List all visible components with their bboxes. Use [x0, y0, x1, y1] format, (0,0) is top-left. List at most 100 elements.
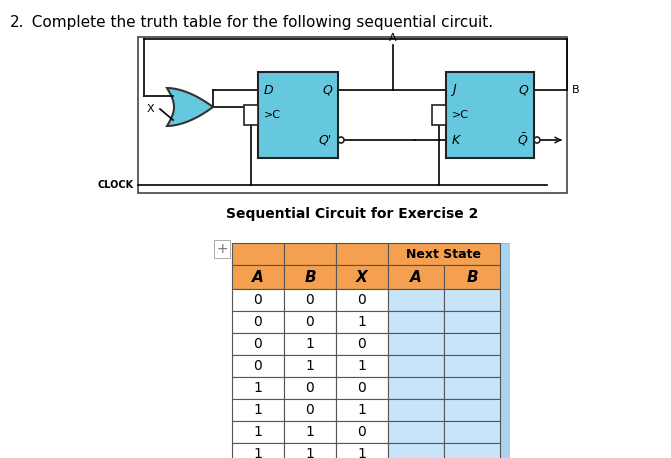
- Text: >C: >C: [264, 110, 281, 120]
- Bar: [444, 265, 500, 289]
- Text: 1: 1: [358, 315, 366, 329]
- Bar: [388, 265, 444, 289]
- Text: 0: 0: [254, 315, 262, 329]
- Bar: [232, 443, 284, 458]
- Bar: [244, 105, 258, 125]
- Bar: [388, 377, 444, 399]
- Bar: [232, 355, 284, 377]
- Text: X: X: [356, 269, 368, 284]
- Text: A: A: [410, 269, 422, 284]
- Bar: [232, 377, 284, 399]
- Text: 0: 0: [358, 337, 366, 351]
- Circle shape: [338, 137, 344, 143]
- Bar: [284, 311, 336, 333]
- Text: Complete the truth table for the following sequential circuit.: Complete the truth table for the followi…: [22, 15, 493, 30]
- Bar: [388, 443, 444, 458]
- Bar: [388, 355, 444, 377]
- Text: 1: 1: [358, 403, 366, 417]
- Text: 1: 1: [305, 425, 315, 439]
- Bar: [500, 243, 509, 458]
- Bar: [446, 72, 534, 158]
- Bar: [444, 311, 500, 333]
- Text: 1: 1: [305, 337, 315, 351]
- Text: 1: 1: [358, 359, 366, 373]
- Text: A: A: [389, 33, 397, 43]
- Bar: [388, 243, 500, 265]
- Bar: [336, 399, 388, 421]
- Bar: [444, 377, 500, 399]
- Bar: [444, 355, 500, 377]
- Bar: [336, 421, 388, 443]
- Text: CLOCK: CLOCK: [98, 180, 134, 190]
- Text: 0: 0: [305, 381, 315, 395]
- Text: 0: 0: [358, 381, 366, 395]
- Bar: [284, 333, 336, 355]
- Bar: [232, 333, 284, 355]
- Bar: [232, 311, 284, 333]
- Text: A: A: [252, 269, 264, 284]
- Text: J: J: [452, 83, 456, 97]
- Bar: [284, 355, 336, 377]
- Text: +: +: [216, 242, 228, 256]
- Text: 0: 0: [254, 359, 262, 373]
- Bar: [388, 289, 444, 311]
- Text: 1: 1: [305, 447, 315, 458]
- Text: Sequential Circuit for Exercise 2: Sequential Circuit for Exercise 2: [226, 207, 478, 221]
- Text: 1: 1: [254, 447, 262, 458]
- Bar: [444, 333, 500, 355]
- Bar: [336, 311, 388, 333]
- Bar: [284, 265, 336, 289]
- Text: 0: 0: [254, 337, 262, 351]
- Bar: [232, 399, 284, 421]
- Polygon shape: [167, 88, 213, 126]
- Text: B: B: [466, 269, 478, 284]
- Bar: [232, 265, 284, 289]
- Text: 1: 1: [254, 425, 262, 439]
- Text: B: B: [572, 85, 580, 95]
- Bar: [336, 333, 388, 355]
- Text: Q: Q: [322, 83, 332, 97]
- Bar: [444, 399, 500, 421]
- Bar: [284, 289, 336, 311]
- Text: 1: 1: [358, 447, 366, 458]
- Bar: [284, 377, 336, 399]
- Circle shape: [534, 137, 540, 143]
- Text: 0: 0: [305, 293, 315, 307]
- Text: 1: 1: [305, 359, 315, 373]
- Bar: [388, 311, 444, 333]
- Text: 2.: 2.: [10, 15, 25, 30]
- Bar: [388, 421, 444, 443]
- Text: Next State: Next State: [407, 247, 482, 261]
- Bar: [432, 105, 446, 125]
- Bar: [232, 421, 284, 443]
- Bar: [138, 37, 567, 193]
- Bar: [444, 421, 500, 443]
- Text: X: X: [146, 104, 154, 114]
- Bar: [232, 243, 284, 265]
- Text: 0: 0: [305, 315, 315, 329]
- Bar: [336, 289, 388, 311]
- Text: Q': Q': [319, 133, 332, 147]
- Bar: [444, 289, 500, 311]
- Text: B: B: [304, 269, 316, 284]
- Text: 1: 1: [254, 381, 262, 395]
- Text: D: D: [264, 83, 274, 97]
- Bar: [388, 399, 444, 421]
- Bar: [388, 333, 444, 355]
- Text: 0: 0: [358, 293, 366, 307]
- Bar: [284, 443, 336, 458]
- Text: Q: Q: [518, 83, 528, 97]
- Bar: [232, 289, 284, 311]
- Bar: [336, 377, 388, 399]
- Text: 1: 1: [254, 403, 262, 417]
- Text: 0: 0: [305, 403, 315, 417]
- Text: $\bar{Q}$: $\bar{Q}$: [517, 132, 528, 148]
- Text: 0: 0: [358, 425, 366, 439]
- Bar: [284, 421, 336, 443]
- Bar: [336, 265, 388, 289]
- Text: 0: 0: [254, 293, 262, 307]
- Bar: [258, 72, 338, 158]
- Bar: [284, 243, 336, 265]
- Bar: [284, 399, 336, 421]
- Text: K: K: [452, 133, 460, 147]
